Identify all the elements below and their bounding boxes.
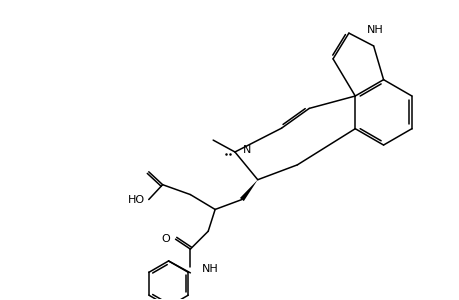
Text: O: O <box>162 234 170 244</box>
Text: NH: NH <box>366 25 383 35</box>
Text: NH: NH <box>202 264 218 274</box>
Polygon shape <box>240 180 257 201</box>
Text: N: N <box>242 145 251 155</box>
Text: HO: HO <box>128 194 145 205</box>
